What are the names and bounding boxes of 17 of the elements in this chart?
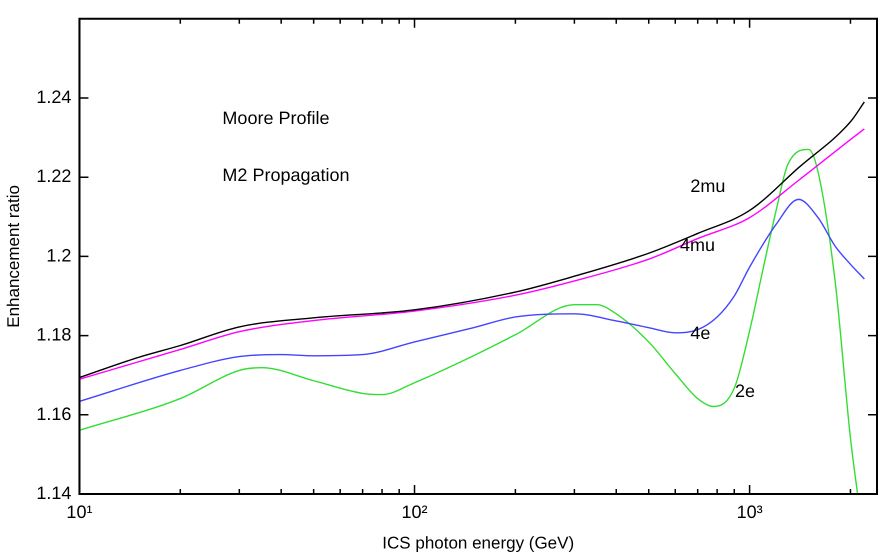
y-axis-title: Enhancement ratio <box>4 185 23 328</box>
series-label: 4e <box>690 322 710 343</box>
y-tick-label: 1.22 <box>36 166 72 186</box>
x-tick-label: 10² <box>402 502 428 522</box>
x-tick-label: 10¹ <box>66 502 92 522</box>
series-label: 4mu <box>680 234 716 255</box>
annotation: Moore Profile <box>222 108 330 128</box>
annotation: M2 Propagation <box>222 164 350 185</box>
y-tick-label: 1.14 <box>36 482 72 503</box>
y-tick-label: 1.2 <box>46 245 72 266</box>
y-tick-label: 1.16 <box>36 404 72 424</box>
series-label: 2e <box>735 380 756 401</box>
x-axis-title: ICS photon energy (GeV) <box>382 533 574 552</box>
y-tick-label: 1.18 <box>36 324 72 345</box>
series-label: 2mu <box>690 176 726 196</box>
x-tick-label: 10³ <box>736 502 763 522</box>
y-tick-label: 1.24 <box>36 86 72 107</box>
